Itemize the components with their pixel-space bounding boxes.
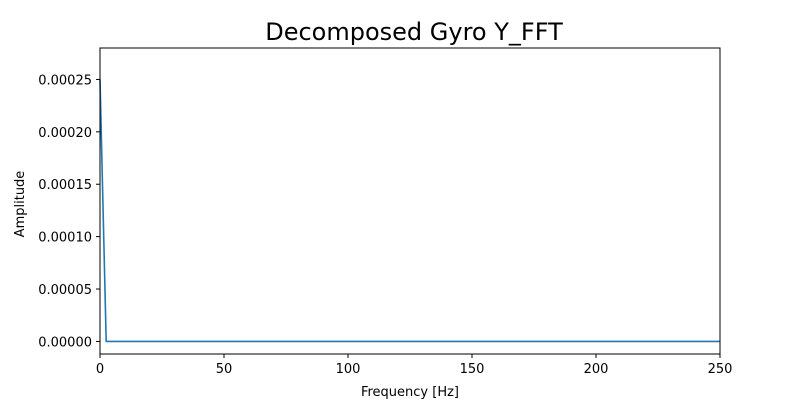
x-axis-label: Frequency [Hz] (361, 385, 459, 400)
x-tick-label: 250 (708, 362, 733, 377)
x-tick-label: 100 (336, 362, 361, 377)
x-tick-label: 150 (460, 362, 485, 377)
chart-title: Decomposed Gyro Y_FFT (265, 18, 563, 46)
x-tick-label: 0 (96, 362, 104, 377)
x-tick-label: 200 (584, 362, 609, 377)
x-tick-label: 50 (216, 362, 233, 377)
series-line-0 (99, 79, 720, 343)
y-axis-label: Amplitude (13, 171, 28, 238)
y-tick-label: 0.00010 (38, 231, 92, 246)
plot-area: 0 50 100 150 200 250 0.00000 0.00005 0.00010 0.00… (38, 47, 733, 377)
y-tick-label: 0.00005 (38, 283, 92, 298)
y-tick-label: 0.00000 (38, 335, 92, 350)
y-tick-label: 0.00020 (38, 126, 92, 141)
axes-frame (99, 47, 721, 355)
y-tick-label: 0.00025 (38, 73, 92, 88)
y-tick-label: 0.00015 (38, 178, 92, 193)
